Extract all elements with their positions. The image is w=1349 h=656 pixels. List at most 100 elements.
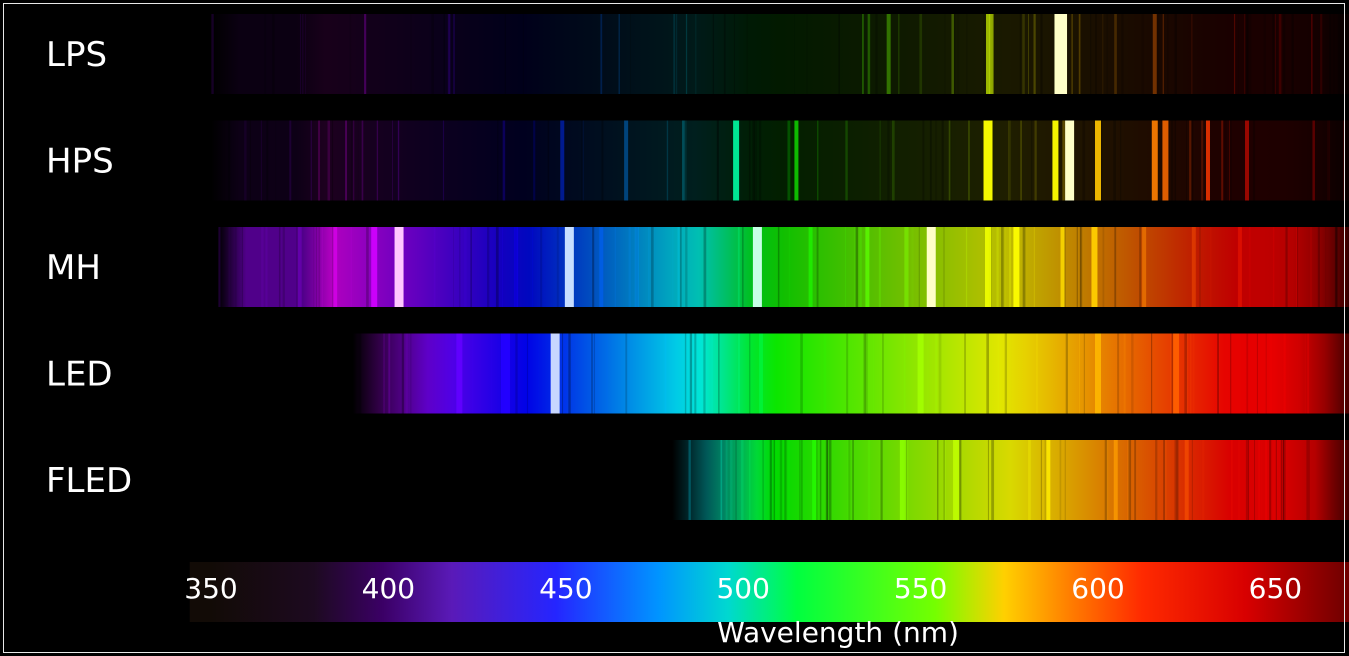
- texture-streak: [1034, 120, 1037, 201]
- emission-line: [1205, 120, 1210, 201]
- texture-streak: [1272, 14, 1274, 94]
- texture-streak: [673, 14, 675, 94]
- texture-streak: [1192, 120, 1194, 201]
- texture-streak: [1275, 14, 1276, 94]
- texture-streak: [1090, 14, 1092, 94]
- texture-streak: [244, 120, 247, 201]
- texture-streak: [685, 14, 688, 94]
- texture-streak: [502, 227, 504, 307]
- texture-streak: [1191, 440, 1193, 520]
- texture-streak: [1035, 333, 1038, 414]
- texture-streak: [680, 227, 682, 307]
- emission-line: [926, 227, 936, 307]
- texture-streak: [1170, 333, 1172, 414]
- texture-streak: [716, 120, 719, 201]
- texture-streak: [1071, 14, 1073, 94]
- texture-streak: [1246, 333, 1249, 414]
- texture-streak: [1040, 440, 1042, 520]
- texture-streak: [929, 120, 932, 201]
- texture-streak: [331, 120, 334, 201]
- texture-streak: [1272, 440, 1276, 520]
- texture-streak: [817, 120, 819, 201]
- texture-streak: [1320, 14, 1323, 94]
- texture-streak: [825, 440, 827, 520]
- texture-streak: [737, 227, 741, 307]
- texture-streak: [1176, 440, 1179, 520]
- texture-streak: [1156, 14, 1160, 94]
- texture-streak: [463, 227, 467, 307]
- wavelength-colorbar: [189, 562, 1349, 622]
- texture-streak: [1090, 14, 1091, 94]
- texture-streak: [1296, 227, 1297, 307]
- texture-streak: [601, 120, 604, 201]
- texture-streak: [1150, 333, 1153, 414]
- texture-streak: [991, 440, 995, 520]
- texture-streak: [854, 227, 856, 307]
- x-tick-label: 600: [1071, 572, 1124, 605]
- texture-streak: [881, 440, 883, 520]
- texture-streak: [1334, 227, 1338, 307]
- texture-streak: [986, 333, 990, 414]
- texture-streak: [934, 120, 938, 201]
- texture-streak: [1280, 440, 1283, 520]
- emission-line: [752, 227, 762, 307]
- texture-streak: [695, 14, 697, 94]
- texture-streak: [1283, 333, 1286, 414]
- texture-streak: [504, 14, 506, 94]
- texture-streak: [880, 440, 883, 520]
- lamp-label-fled: FLED: [46, 461, 132, 501]
- texture-streak: [956, 14, 960, 94]
- texture-streak: [568, 333, 571, 414]
- texture-streak: [882, 333, 884, 414]
- texture-streak: [1155, 440, 1158, 520]
- texture-streak: [788, 440, 790, 520]
- texture-streak: [723, 14, 726, 94]
- texture-streak: [1282, 440, 1286, 520]
- texture-streak: [878, 440, 880, 520]
- texture-streak: [878, 227, 881, 307]
- texture-streak: [497, 120, 499, 201]
- texture-streak: [847, 440, 850, 520]
- emission-line: [1046, 440, 1051, 520]
- texture-streak: [863, 333, 867, 414]
- emission-line: [865, 227, 870, 307]
- texture-streak: [318, 120, 321, 201]
- texture-streak: [547, 120, 550, 201]
- texture-streak: [1102, 227, 1105, 307]
- texture-streak: [1224, 120, 1227, 201]
- texture-streak: [1187, 333, 1189, 414]
- texture-streak: [502, 120, 506, 201]
- texture-streak: [1062, 120, 1065, 201]
- texture-streak: [241, 227, 243, 307]
- texture-streak: [537, 333, 539, 414]
- texture-streak: [532, 227, 534, 307]
- texture-streak: [1167, 14, 1169, 94]
- texture-streak: [941, 120, 944, 201]
- texture-streak: [1023, 227, 1026, 307]
- emission-line: [514, 227, 519, 307]
- emission-line: [985, 227, 992, 307]
- texture-streak: [1022, 14, 1025, 94]
- texture-streak: [769, 440, 773, 520]
- texture-streak: [1249, 14, 1252, 94]
- texture-streak: [694, 333, 697, 414]
- texture-streak: [1106, 440, 1109, 520]
- texture-streak: [1190, 333, 1192, 414]
- texture-streak: [1128, 440, 1132, 520]
- texture-streak: [1327, 120, 1329, 201]
- emission-line: [1113, 440, 1118, 520]
- texture-streak: [730, 440, 733, 520]
- texture-streak: [685, 227, 688, 307]
- emission-line: [983, 120, 993, 201]
- texture-streak: [903, 333, 906, 414]
- texture-streak: [826, 440, 828, 520]
- texture-streak: [1175, 440, 1179, 520]
- texture-streak: [313, 227, 315, 307]
- texture-streak: [1306, 440, 1308, 520]
- x-tick-label: 550: [894, 572, 947, 605]
- texture-streak: [1020, 120, 1022, 201]
- texture-streak: [996, 227, 999, 307]
- texture-streak: [684, 120, 687, 201]
- texture-streak: [1291, 14, 1294, 94]
- texture-streak: [787, 120, 790, 201]
